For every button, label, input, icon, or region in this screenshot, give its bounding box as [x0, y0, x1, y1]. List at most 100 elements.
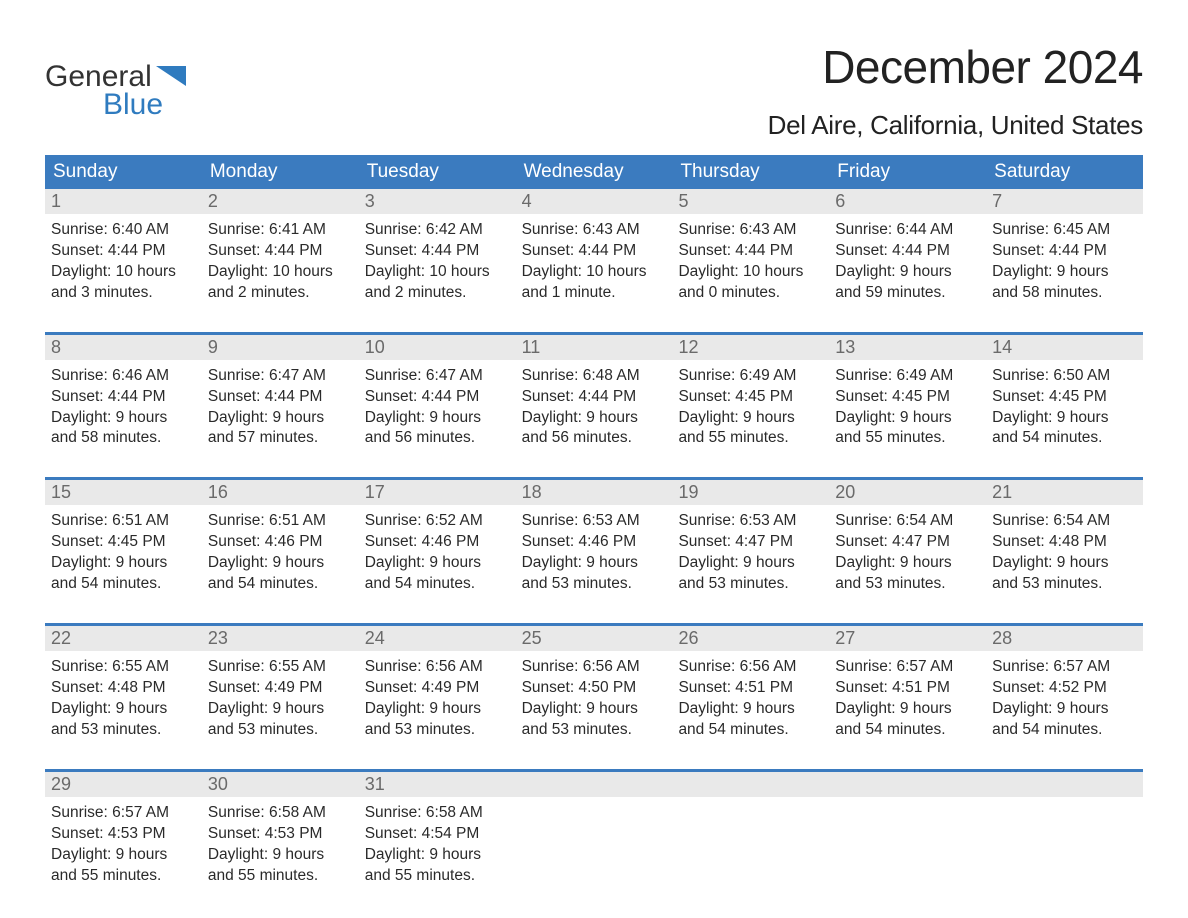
day-cell: 29Sunrise: 6:57 AMSunset: 4:53 PMDayligh…: [45, 772, 202, 891]
day-cell: 3Sunrise: 6:42 AMSunset: 4:44 PMDaylight…: [359, 189, 516, 308]
day-sunset: Sunset: 4:44 PM: [365, 241, 510, 262]
day-daylight1: Daylight: 9 hours: [992, 553, 1137, 574]
day-sunset: Sunset: 4:44 PM: [992, 241, 1137, 262]
day-daylight2: and 55 minutes.: [365, 866, 510, 887]
date-number: 7: [986, 189, 1143, 214]
day-daylight2: and 55 minutes.: [208, 866, 353, 887]
date-number: 30: [202, 772, 359, 797]
day-sunrise: Sunrise: 6:46 AM: [51, 366, 196, 387]
day-sunset: Sunset: 4:46 PM: [522, 532, 667, 553]
date-number: 3: [359, 189, 516, 214]
day-sunset: Sunset: 4:46 PM: [208, 532, 353, 553]
calendar: SundayMondayTuesdayWednesdayThursdayFrid…: [45, 155, 1143, 890]
day-content: Sunrise: 6:55 AMSunset: 4:48 PMDaylight:…: [45, 651, 202, 745]
day-content: Sunrise: 6:57 AMSunset: 4:53 PMDaylight:…: [45, 797, 202, 891]
day-sunset: Sunset: 4:49 PM: [208, 678, 353, 699]
day-daylight2: and 0 minutes.: [678, 283, 823, 304]
date-number: 23: [202, 626, 359, 651]
day-sunrise: Sunrise: 6:56 AM: [678, 657, 823, 678]
day-sunrise: Sunrise: 6:58 AM: [208, 803, 353, 824]
day-sunset: Sunset: 4:53 PM: [51, 824, 196, 845]
day-header-cell: Saturday: [986, 155, 1143, 189]
day-sunrise: Sunrise: 6:56 AM: [522, 657, 667, 678]
date-number: 10: [359, 335, 516, 360]
day-content: Sunrise: 6:44 AMSunset: 4:44 PMDaylight:…: [829, 214, 986, 308]
day-daylight2: and 54 minutes.: [365, 574, 510, 595]
day-cell: [986, 772, 1143, 891]
day-sunrise: Sunrise: 6:45 AM: [992, 220, 1137, 241]
day-sunrise: Sunrise: 6:43 AM: [522, 220, 667, 241]
day-daylight1: Daylight: 10 hours: [365, 262, 510, 283]
day-sunset: Sunset: 4:44 PM: [678, 241, 823, 262]
day-sunrise: Sunrise: 6:50 AM: [992, 366, 1137, 387]
day-sunrise: Sunrise: 6:49 AM: [678, 366, 823, 387]
week-row: 15Sunrise: 6:51 AMSunset: 4:45 PMDayligh…: [45, 477, 1143, 599]
day-content: Sunrise: 6:53 AMSunset: 4:46 PMDaylight:…: [516, 505, 673, 599]
date-number: 26: [672, 626, 829, 651]
date-number: [986, 772, 1143, 797]
date-number: 13: [829, 335, 986, 360]
day-content: Sunrise: 6:56 AMSunset: 4:50 PMDaylight:…: [516, 651, 673, 745]
week-row: 22Sunrise: 6:55 AMSunset: 4:48 PMDayligh…: [45, 623, 1143, 745]
date-number: 21: [986, 480, 1143, 505]
date-number: 17: [359, 480, 516, 505]
day-sunset: Sunset: 4:45 PM: [678, 387, 823, 408]
day-daylight2: and 58 minutes.: [51, 428, 196, 449]
day-content: Sunrise: 6:47 AMSunset: 4:44 PMDaylight:…: [202, 360, 359, 454]
day-sunrise: Sunrise: 6:54 AM: [835, 511, 980, 532]
day-content: Sunrise: 6:43 AMSunset: 4:44 PMDaylight:…: [516, 214, 673, 308]
day-header-row: SundayMondayTuesdayWednesdayThursdayFrid…: [45, 155, 1143, 189]
date-number: 25: [516, 626, 673, 651]
day-cell: 17Sunrise: 6:52 AMSunset: 4:46 PMDayligh…: [359, 480, 516, 599]
day-daylight1: Daylight: 9 hours: [365, 408, 510, 429]
day-daylight1: Daylight: 9 hours: [522, 408, 667, 429]
day-sunset: Sunset: 4:51 PM: [678, 678, 823, 699]
day-content: Sunrise: 6:51 AMSunset: 4:45 PMDaylight:…: [45, 505, 202, 599]
day-daylight2: and 53 minutes.: [522, 720, 667, 741]
day-cell: 31Sunrise: 6:58 AMSunset: 4:54 PMDayligh…: [359, 772, 516, 891]
day-daylight1: Daylight: 9 hours: [208, 408, 353, 429]
day-daylight1: Daylight: 9 hours: [992, 262, 1137, 283]
day-daylight2: and 54 minutes.: [992, 720, 1137, 741]
day-header-cell: Wednesday: [516, 155, 673, 189]
day-cell: 26Sunrise: 6:56 AMSunset: 4:51 PMDayligh…: [672, 626, 829, 745]
day-cell: 16Sunrise: 6:51 AMSunset: 4:46 PMDayligh…: [202, 480, 359, 599]
day-daylight2: and 2 minutes.: [365, 283, 510, 304]
day-content: Sunrise: 6:58 AMSunset: 4:53 PMDaylight:…: [202, 797, 359, 891]
week-row: 8 Sunrise: 6:46 AMSunset: 4:44 PM Daylight…: [45, 332, 1143, 454]
day-sunrise: Sunrise: 6:47 AM: [365, 366, 510, 387]
date-number: 16: [202, 480, 359, 505]
date-number: 24: [359, 626, 516, 651]
day-sunset: Sunset: 4:44 PM: [522, 241, 667, 262]
day-daylight1: Daylight: 9 hours: [522, 553, 667, 574]
day-sunset: Sunset: 4:49 PM: [365, 678, 510, 699]
day-header-cell: Monday: [202, 155, 359, 189]
day-sunset: Sunset: 4:44 PM: [208, 241, 353, 262]
day-cell: 25Sunrise: 6:56 AMSunset: 4:50 PMDayligh…: [516, 626, 673, 745]
day-daylight2: and 55 minutes.: [678, 428, 823, 449]
month-title: December 2024: [768, 40, 1143, 94]
date-number: 4: [516, 189, 673, 214]
day-sunrise: Sunrise: 6:58 AM: [365, 803, 510, 824]
day-sunset: Sunset: 4:45 PM: [835, 387, 980, 408]
day-daylight2: and 53 minutes.: [51, 720, 196, 741]
day-sunset: Sunset: 4:44 PM: [51, 387, 196, 408]
day-daylight2: and 58 minutes.: [992, 283, 1137, 304]
day-cell: 21Sunrise: 6:54 AMSunset: 4:48 PMDayligh…: [986, 480, 1143, 599]
day-daylight1: Daylight: 9 hours: [522, 699, 667, 720]
day-content: Sunrise: 6:57 AMSunset: 4:52 PMDaylight:…: [986, 651, 1143, 745]
day-cell: 22Sunrise: 6:55 AMSunset: 4:48 PMDayligh…: [45, 626, 202, 745]
day-content: Sunrise: 6:49 AMSunset: 4:45 PMDaylight:…: [672, 360, 829, 454]
date-number: 1: [45, 189, 202, 214]
day-daylight2: and 53 minutes.: [835, 574, 980, 595]
day-sunrise: Sunrise: 6:55 AM: [51, 657, 196, 678]
day-cell: 18Sunrise: 6:53 AMSunset: 4:46 PMDayligh…: [516, 480, 673, 599]
day-content: Sunrise: 6:56 AMSunset: 4:51 PMDaylight:…: [672, 651, 829, 745]
day-sunrise: Sunrise: 6:55 AM: [208, 657, 353, 678]
day-sunrise: Sunrise: 6:56 AM: [365, 657, 510, 678]
day-header-cell: Thursday: [672, 155, 829, 189]
day-content: Sunrise: 6:56 AMSunset: 4:49 PMDaylight:…: [359, 651, 516, 745]
date-number: 27: [829, 626, 986, 651]
day-sunrise: Sunrise: 6:47 AM: [208, 366, 353, 387]
date-number: 8: [45, 335, 202, 360]
